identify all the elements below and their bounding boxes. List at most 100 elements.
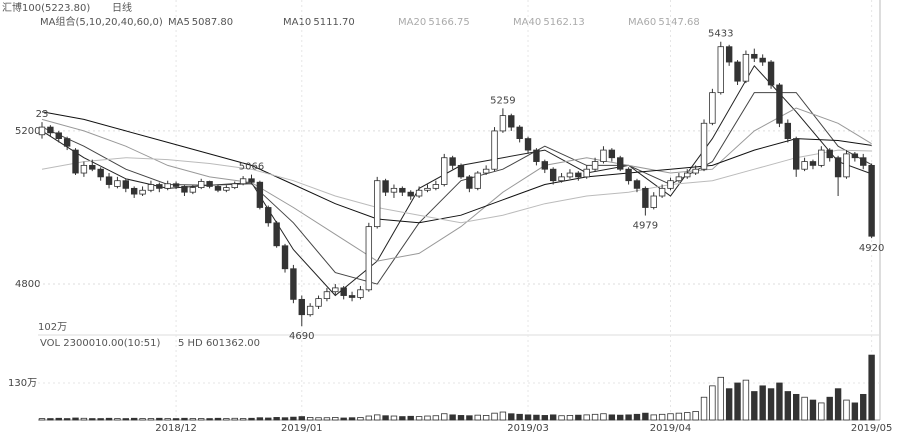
candle-body (692, 168, 699, 174)
volume-bar (692, 411, 699, 421)
volume-bar (843, 399, 850, 421)
volume-bar (734, 382, 741, 421)
volume-bar (742, 379, 750, 421)
candle-body (642, 187, 649, 208)
candle-body (826, 149, 833, 159)
volume-bar (407, 415, 414, 421)
volume-bar (424, 415, 431, 421)
price-annotation: 5066 (239, 162, 264, 173)
volume-bar (357, 417, 364, 421)
candle-body (759, 57, 766, 63)
volume-bar (47, 418, 54, 421)
volume-bar (834, 388, 842, 421)
price-annotation: 4920 (859, 243, 884, 254)
candle-body (298, 298, 305, 316)
candle-body (608, 149, 616, 159)
candle-body (357, 289, 364, 298)
volume-bar (801, 396, 808, 421)
volume-bar (709, 385, 716, 421)
volume-bar (256, 417, 264, 421)
candle-body (415, 189, 423, 197)
legend-value: 5147.68 (658, 17, 699, 28)
volume-bar (72, 417, 79, 421)
volume-bar (114, 418, 121, 421)
volume-bar (717, 376, 724, 421)
candle-body (776, 84, 783, 124)
candle-body (290, 268, 297, 300)
candle-body (834, 157, 842, 178)
volume-bar (508, 413, 515, 421)
ma-title[interactable]: MA组合(5,10,20,40,60,0) (40, 15, 163, 28)
legend-value: 5166.75 (428, 17, 469, 28)
candle-body (667, 180, 674, 189)
candle-body (591, 161, 599, 170)
candle-body (399, 187, 406, 193)
candle-body (700, 122, 708, 170)
volume-bar (751, 391, 758, 421)
candle-body (466, 176, 473, 189)
price-annotation: 5259 (490, 95, 515, 106)
volume-bar (633, 413, 641, 421)
candle-body (482, 168, 490, 174)
volume-bar (373, 414, 381, 421)
candle-body (457, 164, 465, 178)
price-annotation: 4979 (633, 221, 658, 232)
volume-bar (499, 411, 507, 421)
candle-body (214, 186, 222, 191)
volume-bar (625, 414, 632, 421)
candle-body (332, 287, 339, 293)
volume-bar (348, 417, 356, 421)
volume-bar (449, 414, 456, 421)
volume-tick-label: 130万 (8, 378, 37, 389)
volume-bar (198, 418, 205, 421)
candle-body (633, 180, 641, 189)
volume-bar (784, 391, 792, 421)
candle-body (248, 178, 255, 183)
candle-body (340, 287, 347, 296)
candle-body (172, 183, 180, 187)
candle-body (818, 149, 825, 166)
candle-body (265, 207, 272, 224)
candle-body (617, 157, 624, 170)
volume-bar (332, 417, 339, 421)
volume-bar (130, 417, 138, 421)
volume-bar (617, 414, 624, 421)
volume-title: VOL 2300010.00(10:51) (40, 338, 160, 349)
candle-body (365, 226, 373, 291)
volume-bar (298, 416, 305, 421)
candle-body (684, 172, 691, 178)
candle-body (801, 161, 808, 170)
candle-body (516, 126, 523, 139)
y-tick-label: 5200 (15, 126, 40, 137)
volume-bar (491, 412, 498, 421)
volume-bar (415, 416, 423, 421)
volume-bar (851, 402, 859, 421)
candle-body (600, 149, 607, 162)
candle-body (38, 126, 46, 136)
candle-body (382, 180, 389, 193)
candle-body (742, 53, 750, 82)
volume-bar (290, 416, 297, 421)
ma-line (41, 64, 872, 297)
candle-body (323, 291, 331, 300)
volume-bar (248, 417, 255, 421)
volume-bar (583, 414, 590, 421)
candle-body (868, 164, 875, 237)
volume-bar (650, 414, 657, 421)
candle-body (793, 138, 800, 170)
candle-body (105, 176, 113, 185)
candle-body (541, 161, 548, 170)
volume-bar (189, 418, 197, 421)
period[interactable]: 日线 (112, 1, 132, 14)
volume-bar (868, 354, 875, 421)
volume-bar (466, 415, 473, 421)
candle-body (47, 126, 54, 134)
candle-body (508, 115, 515, 128)
volume-bar (122, 418, 129, 421)
volume-bar (600, 413, 607, 421)
candle-body (63, 138, 71, 147)
legend-name: MA40 (513, 17, 541, 28)
candle-body (80, 164, 88, 174)
candle-body (122, 180, 129, 189)
x-tick-label: 2018/12 (155, 423, 197, 434)
